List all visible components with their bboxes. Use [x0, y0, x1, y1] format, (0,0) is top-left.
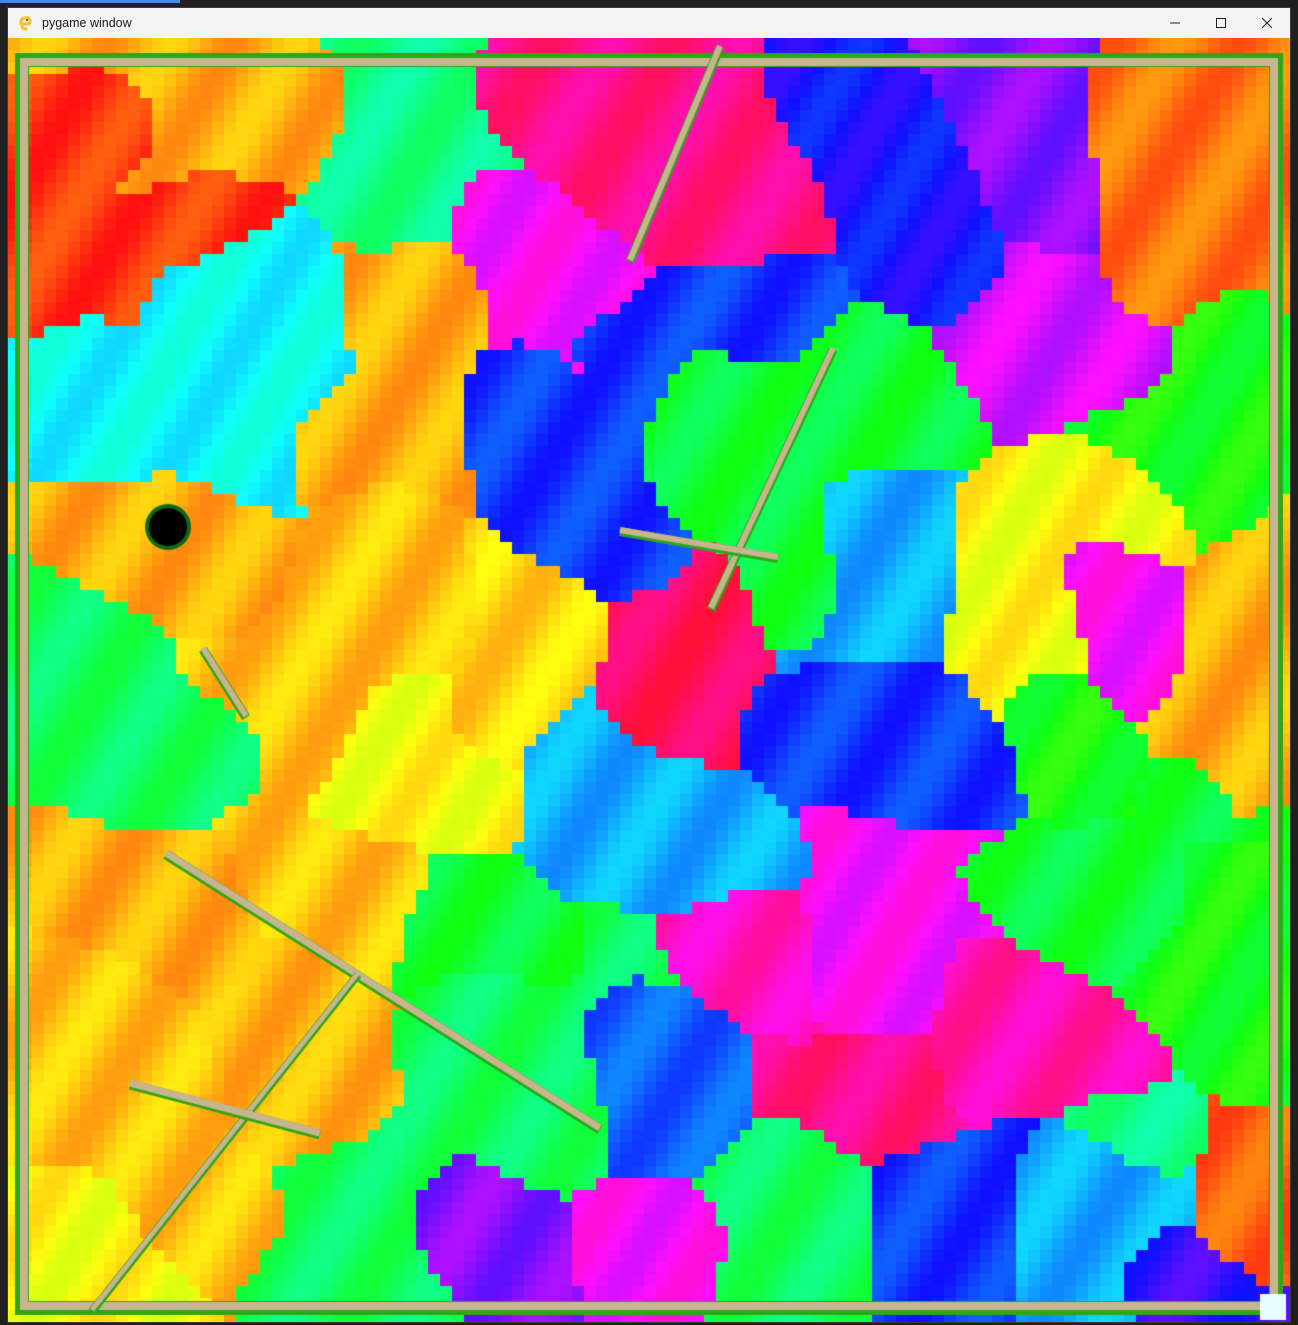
minimize-button[interactable] [1152, 8, 1198, 38]
title-bar[interactable]: pygame window [8, 8, 1290, 38]
window-title: pygame window [42, 16, 132, 30]
game-canvas[interactable] [8, 38, 1290, 1322]
maximize-button[interactable] [1198, 8, 1244, 38]
pygame-window: pygame window [8, 8, 1290, 1322]
close-icon [1262, 18, 1272, 28]
python-snake-icon [18, 15, 34, 31]
maximize-icon [1216, 18, 1226, 28]
minimize-icon [1170, 22, 1180, 24]
background-tab-indicator [0, 0, 180, 3]
window-controls [1152, 8, 1290, 38]
close-button[interactable] [1244, 8, 1290, 38]
